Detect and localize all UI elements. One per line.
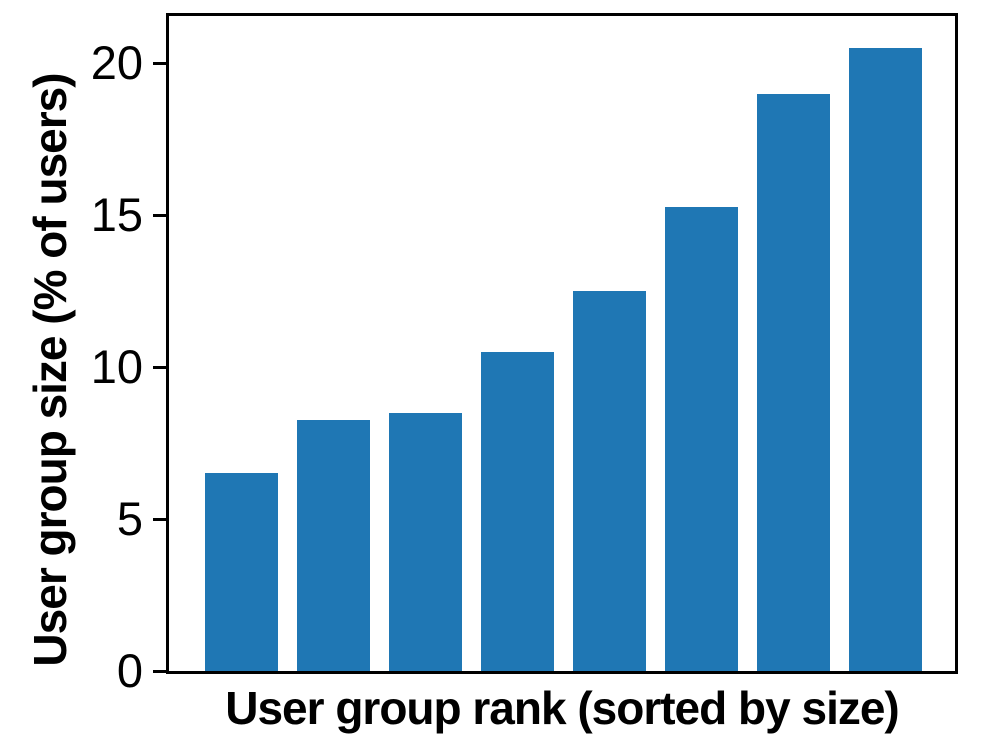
y-tick-label: 15 [90,188,143,242]
x-axis-label: User group rank (sorted by size) [225,682,900,734]
y-tick-label: 20 [90,36,143,90]
bar-rank-2 [296,420,371,671]
y-axis-tick [153,213,166,217]
bar-rank-1 [204,473,279,671]
y-axis-tick [153,517,166,521]
y-tick-label: 0 [116,644,143,697]
y-axis-tick [153,61,166,65]
plot-area [166,13,958,674]
y-axis-tick [153,669,166,673]
bar-rank-3 [388,412,463,671]
y-axis-tick [153,365,166,369]
bar-rank-8 [848,47,923,671]
y-tick-label: 5 [116,492,143,546]
bar-rank-4 [480,351,555,671]
bar-rank-6 [664,207,739,671]
bar-rank-7 [756,93,831,671]
bar-rank-5 [572,291,647,671]
y-tick-label: 10 [90,340,143,394]
